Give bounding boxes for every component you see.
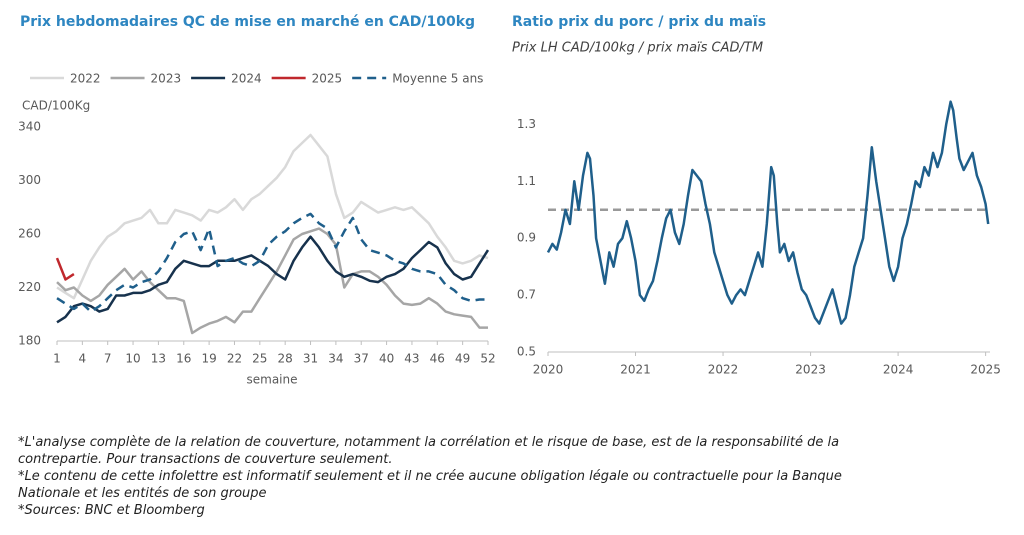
x-tick-label: 43 (404, 352, 419, 366)
legend-label: Moyenne 5 ans (392, 72, 483, 86)
x-tick-label: 2023 (795, 363, 826, 377)
series-line (56, 212, 488, 313)
x-tick-label: 2021 (620, 363, 651, 377)
y-tick-label: 220 (18, 280, 41, 294)
x-tick-label: 40 (379, 352, 394, 366)
legend-label: 2022 (70, 72, 101, 86)
legend-label: 2023 (151, 72, 182, 86)
series-line (546, 100, 990, 325)
x-tick-label: 52 (480, 352, 495, 366)
chart-subtitle: Prix LH CAD/100kg / prix maïs CAD/TM (512, 41, 763, 56)
legend-label: 2024 (231, 72, 262, 86)
x-tick-label: 19 (201, 352, 216, 366)
x-tick-label: 22 (227, 352, 242, 366)
x-tick-label: 4 (79, 352, 87, 366)
y-tick-label: 0.5 (517, 345, 536, 359)
x-tick-label: 34 (328, 352, 343, 366)
y-tick-label: 260 (18, 227, 41, 241)
x-tick-label: 16 (176, 352, 191, 366)
footnote: *Sources: BNC et Bloomberg (18, 503, 205, 518)
y-axis-label: CAD/100Kg (22, 99, 90, 113)
charts: Prix hebdomadaires QC de mise en marché … (18, 14, 1001, 387)
x-tick-label: 49 (455, 352, 470, 366)
y-tick-label: 300 (18, 173, 41, 187)
footnote: *L'analyse complète de la relation de co… (18, 435, 840, 467)
chart-title: Prix hebdomadaires QC de mise en marché … (20, 14, 475, 30)
y-tick-label: 340 (18, 120, 41, 134)
x-tick-label: 2020 (533, 363, 564, 377)
chart-title: Ratio prix du porc / prix du maïs (512, 14, 766, 30)
y-tick-label: 1.3 (517, 117, 536, 131)
series-line (56, 227, 488, 335)
x-tick-label: 7 (104, 352, 112, 366)
x-tick-label: 2025 (970, 363, 1001, 377)
footnote: *Le contenu de cette infolettre est info… (18, 469, 842, 501)
x-tick-label: 1 (53, 352, 61, 366)
series-line (55, 257, 75, 281)
y-tick-label: 180 (18, 334, 41, 348)
x-tick-label: 2024 (883, 363, 914, 377)
x-tick-label: 2022 (708, 363, 739, 377)
x-tick-label: 37 (354, 352, 369, 366)
y-tick-label: 0.7 (517, 288, 536, 302)
x-tick-label: 10 (125, 352, 140, 366)
x-tick-label: 13 (151, 352, 166, 366)
series-line (56, 133, 489, 300)
y-tick-label: 1.1 (517, 174, 536, 188)
x-tick-label: 28 (278, 352, 293, 366)
x-tick-label: 25 (252, 352, 267, 366)
series-line (56, 235, 490, 324)
x-axis-label: semaine (247, 373, 298, 387)
x-tick-label: 31 (303, 352, 318, 366)
x-tick-label: 46 (430, 352, 445, 366)
legend-label: 2025 (312, 72, 343, 86)
y-tick-label: 0.9 (517, 231, 536, 245)
footnotes: *L'analyse complète de la relation de co… (18, 434, 868, 519)
